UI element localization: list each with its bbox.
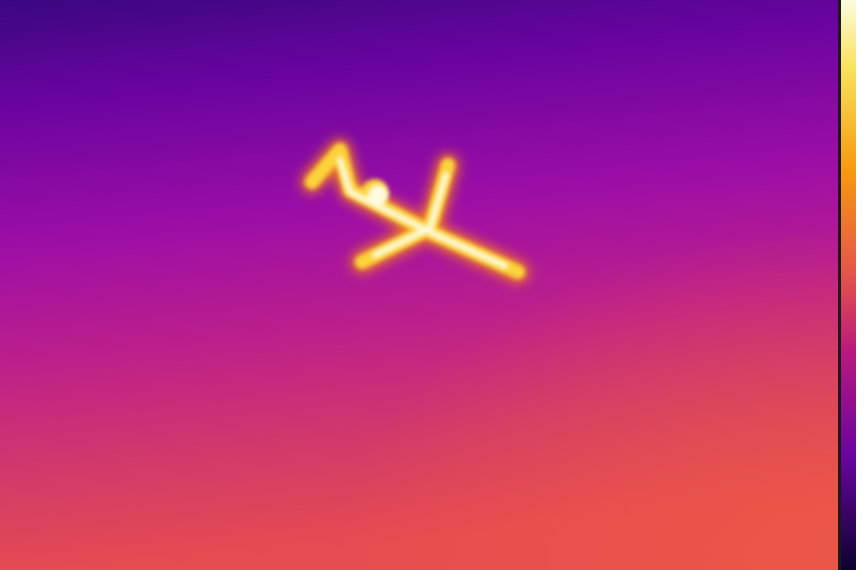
airplane: [301, 139, 529, 283]
scale-margin: [856, 0, 864, 570]
background-glow: [0, 0, 840, 570]
color-scale: [841, 0, 856, 570]
scale-border: [838, 0, 841, 570]
